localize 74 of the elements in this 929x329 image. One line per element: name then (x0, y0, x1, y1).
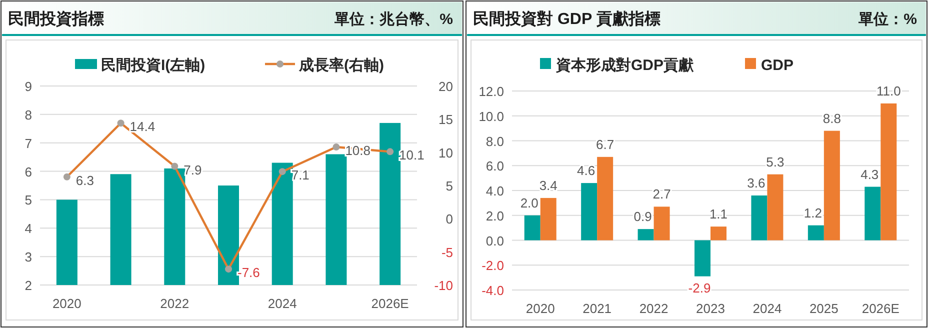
data-label: 3.6 (747, 175, 766, 190)
bar (880, 103, 897, 240)
y-tick-label: 5 (24, 192, 32, 208)
y2-tick-label: 0 (446, 212, 453, 227)
y-tick-label: 6.0 (486, 158, 504, 174)
data-label: 1.1 (709, 206, 728, 222)
x-tick-label: 2025 (809, 301, 838, 316)
bar (654, 206, 670, 240)
y-tick-label: 7 (24, 136, 32, 151)
x-tick-label: 2026E (371, 296, 410, 311)
y-tick-label: 8 (24, 107, 32, 122)
legend-label: 民間投資I(左軸) (101, 57, 206, 74)
y-tick-label: 6 (24, 164, 32, 180)
chart-subtitle: 單位：% (858, 11, 917, 28)
data-label: 4.3 (860, 166, 879, 182)
y-tick-label: 10.0 (478, 108, 504, 124)
chart-subtitle: 單位：兆台幣、% (334, 11, 453, 28)
y2-tick-label: -5 (441, 244, 453, 260)
data-label: 2.7 (652, 186, 671, 202)
x-tick-label: 2022 (160, 296, 190, 311)
y-tick-label: 4 (24, 221, 32, 236)
data-label: 11.0 (876, 83, 901, 98)
bar (767, 174, 784, 240)
data-label: 2.0 (520, 195, 538, 210)
chart-title: 民間投資對 GDP 貢獻指標 (473, 10, 660, 28)
y-tick-label: 12.0 (478, 84, 504, 99)
x-tick-label: 2024 (752, 301, 782, 316)
legend-label: 資本形成對GDP貢獻 (555, 57, 695, 74)
data-label: 1.2 (804, 205, 822, 220)
y-tick-label: 3 (24, 250, 32, 265)
y2-tick-label: -10 (434, 278, 453, 293)
data-label: 14.4 (130, 119, 156, 134)
bar (597, 156, 614, 240)
x-tick-label: 2020 (52, 296, 82, 311)
x-tick-label: 2021 (582, 301, 612, 316)
x-tick-label: 2026E (862, 301, 900, 316)
bar (824, 130, 840, 240)
bar (638, 229, 654, 240)
y2-tick-label: 20 (438, 79, 453, 94)
data-label: -2.9 (688, 280, 711, 296)
y-tick-label: 2 (24, 278, 32, 293)
y-tick-label: -2.0 (482, 258, 504, 274)
bar (710, 226, 726, 240)
bar (581, 183, 598, 240)
data-label: 6.3 (76, 172, 94, 188)
x-tick-label: 2023 (696, 301, 725, 316)
bar (864, 186, 881, 240)
y2-tick-label: 5 (446, 178, 453, 194)
chart-title: 民間投資指標 (8, 10, 104, 28)
y-tick-label: 4.0 (486, 184, 504, 198)
y-tick-label: 8.0 (486, 134, 504, 149)
legend-label: 成長率(右軸) (298, 56, 384, 74)
bar (694, 240, 710, 276)
bar (808, 225, 824, 240)
y2-tick-label: 15 (438, 112, 453, 128)
bar (524, 215, 540, 240)
legend-label: GDP (761, 57, 794, 74)
data-label: 4.6 (577, 163, 596, 178)
y-tick-label: -4.0 (482, 283, 504, 298)
x-tick-label: 2024 (268, 296, 297, 311)
bar (540, 198, 556, 240)
data-label: 7.9 (184, 162, 202, 178)
y-tick-label: 2.0 (486, 208, 504, 224)
x-tick-label: 2022 (639, 301, 668, 316)
data-label: 3.4 (539, 178, 558, 193)
data-label: 0.9 (634, 209, 652, 224)
x-tick-label: 2020 (526, 301, 555, 316)
bar (751, 195, 768, 240)
data-label: 6.7 (596, 136, 614, 152)
y-tick-label: 0.0 (486, 233, 504, 248)
data-label: 5.3 (766, 154, 784, 170)
y2-tick-label: 10 (438, 145, 453, 160)
data-label: 8.8 (822, 110, 841, 126)
y-tick-label: 9 (24, 79, 32, 94)
